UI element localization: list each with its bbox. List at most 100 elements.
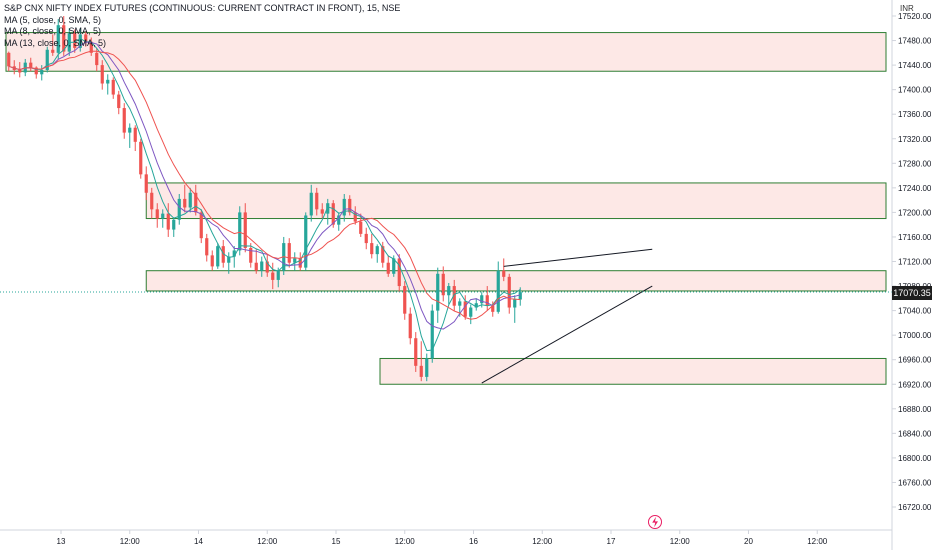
- candle-body: [370, 243, 374, 255]
- candle-body: [144, 174, 148, 193]
- candle-body: [155, 209, 159, 219]
- candle-body: [419, 365, 423, 377]
- candle: [463, 295, 467, 320]
- candle-body: [513, 299, 517, 308]
- candle: [260, 256, 264, 277]
- candle: [397, 254, 401, 293]
- candle: [375, 244, 379, 263]
- candle: [309, 184, 313, 222]
- candle: [419, 341, 423, 382]
- candle-body: [326, 203, 330, 214]
- candle-body: [227, 256, 231, 263]
- candle-body: [177, 198, 181, 220]
- candle: [95, 47, 99, 72]
- candle-body: [210, 255, 214, 267]
- candle: [282, 236, 286, 276]
- candle: [304, 212, 308, 271]
- candle-body: [436, 273, 440, 311]
- candle: [518, 287, 522, 306]
- candle-body: [414, 338, 418, 366]
- y-tick-label: 16960.00: [898, 356, 932, 365]
- candle-body: [309, 192, 313, 216]
- candle-body: [397, 258, 401, 287]
- candle-body: [315, 192, 319, 210]
- candle: [348, 195, 352, 216]
- candle: [56, 19, 60, 59]
- candle-body: [452, 286, 456, 306]
- candle: [430, 304, 434, 363]
- candle: [166, 203, 170, 237]
- candle-body: [183, 198, 187, 208]
- candle-body: [469, 307, 473, 317]
- candle: [320, 203, 324, 219]
- candle: [227, 252, 231, 274]
- candle-body: [287, 243, 291, 263]
- candle-body: [7, 52, 11, 67]
- candle: [172, 217, 176, 237]
- legend-title: S&P CNX NIFTY INDEX FUTURES (CONTINUOUS:…: [4, 3, 401, 13]
- candle-body: [150, 192, 154, 210]
- candle-body: [507, 276, 511, 308]
- candle-body: [194, 192, 198, 213]
- candle: [359, 213, 363, 237]
- candle-body: [188, 192, 192, 208]
- candle-body: [117, 94, 121, 109]
- candle: [161, 209, 165, 228]
- zone-1: [145, 182, 887, 220]
- candle: [254, 249, 258, 274]
- candle-body: [232, 250, 236, 257]
- candle: [386, 255, 390, 277]
- candle-body: [161, 213, 165, 219]
- y-tick-label: 16920.00: [898, 380, 932, 389]
- candle: [89, 37, 93, 56]
- candle-body: [260, 261, 264, 271]
- candle-body: [381, 246, 385, 263]
- candle-body: [238, 212, 242, 251]
- trendline-1: [481, 285, 653, 384]
- candle-body: [106, 79, 110, 84]
- price-axis: 17520.00 17480.00 17440.00 17400.00 17360.00…: [892, 12, 932, 512]
- candle: [122, 103, 126, 139]
- candle-body: [111, 79, 115, 95]
- candle: [414, 332, 418, 372]
- last-price-tag: 17070.35: [892, 286, 932, 300]
- y-tick-label: 17000.00: [898, 331, 932, 340]
- candle-body: [221, 246, 225, 263]
- candle-body: [166, 213, 170, 230]
- candle: [249, 243, 253, 268]
- y-tick-label: 17200.00: [898, 208, 932, 217]
- trendline-0: [503, 248, 653, 267]
- y-tick-label: 16760.00: [898, 478, 932, 487]
- zone-3: [379, 357, 887, 385]
- candle-body: [172, 219, 176, 230]
- x-tick-label: 14: [194, 537, 203, 546]
- candle-body: [128, 127, 132, 133]
- candle: [183, 184, 187, 213]
- candle-body: [199, 212, 203, 239]
- x-tick-label: 20: [744, 537, 753, 546]
- candle-body: [62, 25, 66, 52]
- moving-averages-layer: [8, 37, 521, 352]
- candle: [84, 31, 88, 47]
- candle: [243, 203, 247, 253]
- candle-body: [73, 33, 77, 48]
- candle-body: [293, 258, 297, 263]
- y-tick-label: 17280.00: [898, 159, 932, 168]
- trendlines-layer: [0, 248, 892, 384]
- y-tick-label: 17320.00: [898, 135, 932, 144]
- ma-line-13: [8, 50, 521, 320]
- candle-body: [496, 270, 500, 312]
- candle-body: [205, 238, 209, 256]
- candle-body: [271, 272, 275, 280]
- ma-line-8: [8, 41, 521, 330]
- candle: [408, 307, 412, 345]
- candle-body: [337, 215, 341, 225]
- candle-body: [364, 233, 368, 244]
- event-icon[interactable]: [648, 515, 662, 529]
- candle-body: [139, 141, 143, 175]
- candle: [315, 187, 319, 216]
- candle-body: [95, 52, 99, 66]
- candle: [78, 28, 82, 52]
